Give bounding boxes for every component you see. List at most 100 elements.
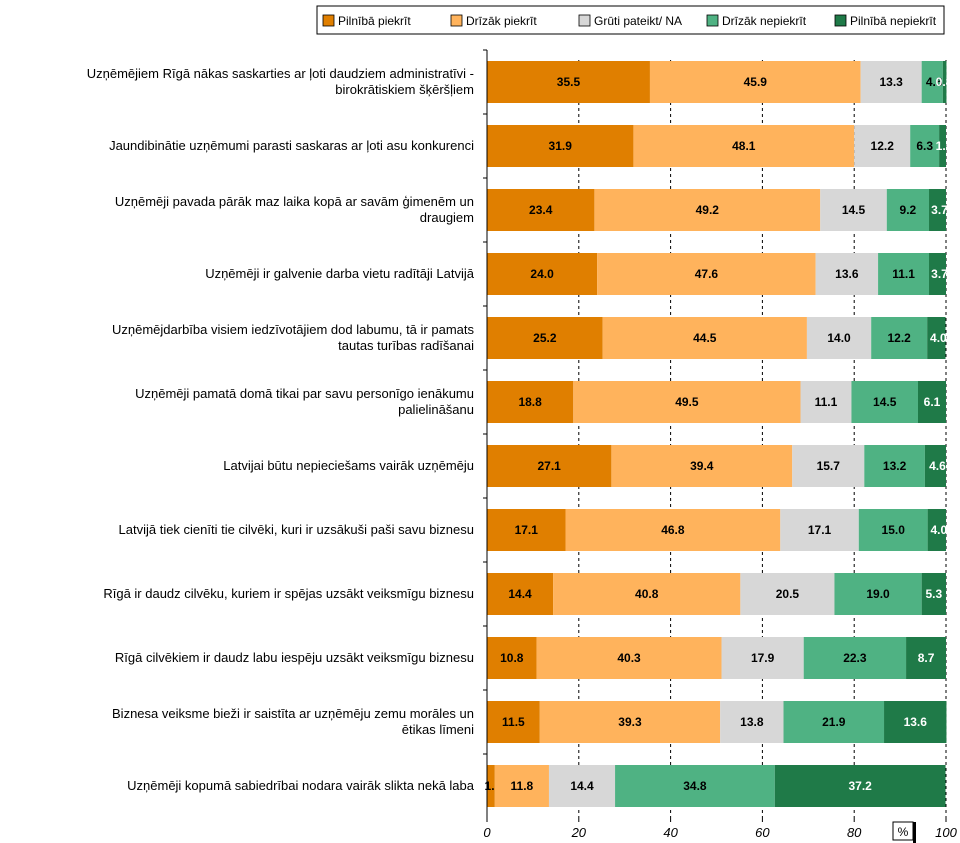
data-label: 40.3 xyxy=(617,651,641,665)
bar-segment xyxy=(854,125,911,167)
data-label: 0.8 xyxy=(936,75,953,89)
data-label: 3.7 xyxy=(931,203,948,217)
bar-segment xyxy=(487,509,566,551)
bar-row: 14.4 40.8 20.5 19.0 5.3 xyxy=(487,573,946,615)
bar-segment xyxy=(487,701,540,743)
bar-segment xyxy=(565,509,781,551)
data-label: 4.6 xyxy=(929,459,946,473)
bar-segment xyxy=(864,445,925,487)
bar-segment xyxy=(602,317,807,359)
bar-row: 10.8 40.3 17.9 22.3 8.7 xyxy=(487,637,946,679)
data-label: 17.1 xyxy=(515,523,539,537)
bar-segment xyxy=(815,253,879,295)
data-label: 13.2 xyxy=(883,459,907,473)
data-label: 11.5 xyxy=(502,715,525,729)
bar-segment xyxy=(487,637,537,679)
gridlines xyxy=(578,60,947,818)
category-label: Rīgā cilvēkiem ir daudz labu iespēju uzs… xyxy=(115,650,474,665)
category-label: Uzņēmējiem Rīgā nākas saskarties ar ļoti… xyxy=(87,66,474,97)
data-label: 46.8 xyxy=(661,523,685,537)
category-label: Uzņēmējdarbība visiem iedzīvotājiem dod … xyxy=(112,322,475,353)
bar-row: 17.1 46.8 17.1 15.0 4.0 xyxy=(487,509,947,551)
bar-segment xyxy=(860,61,922,103)
data-label: 24.0 xyxy=(530,267,554,281)
data-label: 1.5 xyxy=(936,139,953,153)
data-label: 12.2 xyxy=(871,139,895,153)
data-label: 15.7 xyxy=(817,459,841,473)
category-label: Latvijā tiek cienīti tie cilvēki, kuri i… xyxy=(119,522,474,537)
bar-segment xyxy=(487,573,554,615)
data-label: 9.2 xyxy=(900,203,917,217)
bar-segment xyxy=(918,381,946,423)
data-label: 14.5 xyxy=(842,203,866,217)
data-label: 35.5 xyxy=(557,75,581,89)
legend-swatch xyxy=(450,14,463,27)
bar-segment xyxy=(942,61,947,103)
data-label: 4.0 xyxy=(930,523,947,537)
legend-label: Grūti pateikt/ NA xyxy=(594,14,682,28)
data-label: 39.4 xyxy=(690,459,714,473)
legend-label: Pilnībā nepiekrīt xyxy=(850,14,937,28)
category-label: Uzņēmēji pamatā domā tikai par savu pers… xyxy=(135,386,474,417)
bar-row: 25.2 44.5 14.0 12.2 4.0 xyxy=(487,317,947,359)
data-label: 12.2 xyxy=(888,331,912,345)
bar-segment xyxy=(774,765,946,807)
legend: Pilnībā piekrīt Drīzāk piekrīt Grūti patei… xyxy=(316,5,945,35)
bar-segment xyxy=(929,253,946,295)
data-label: 37.2 xyxy=(848,779,872,793)
legend-swatch xyxy=(578,14,591,27)
bar-segment xyxy=(939,125,946,167)
bar-row: 27.1 39.4 15.7 13.2 4.6 xyxy=(487,445,946,487)
data-label: 13.6 xyxy=(835,267,859,281)
tick-label: 20 xyxy=(571,825,587,840)
data-label: 44.5 xyxy=(693,331,717,345)
data-label: 49.2 xyxy=(696,203,720,217)
data-label: 31.9 xyxy=(549,139,573,153)
data-label: 23.4 xyxy=(529,203,553,217)
unit-label: % xyxy=(898,825,909,839)
bar-row: 23.4 49.2 14.5 9.2 3.7 xyxy=(487,189,948,231)
bar-segment xyxy=(573,381,801,423)
data-label: 17.9 xyxy=(751,651,775,665)
category-label: Latvijai būtu nepieciešams vairāk uzņēmē… xyxy=(223,458,474,473)
data-label: 34.8 xyxy=(683,779,707,793)
tick-label: 0 xyxy=(483,825,491,840)
bar-segment xyxy=(806,317,872,359)
bar-row: 1.7 11.8 14.4 34.8 37.2 xyxy=(485,765,946,807)
data-label: 14.4 xyxy=(570,779,594,793)
legend-item: Grūti pateikt/ NA xyxy=(578,14,682,28)
x-axis: 0 20 40 60 80 100% xyxy=(483,49,958,843)
data-label: 17.1 xyxy=(808,523,832,537)
bar-segment xyxy=(633,125,855,167)
bar-segment xyxy=(548,765,616,807)
legend-label: Pilnībā piekrīt xyxy=(338,14,411,28)
bar-segment xyxy=(878,253,930,295)
bar-segment xyxy=(921,61,943,103)
bar-segment xyxy=(536,637,722,679)
tick-label: 100 xyxy=(935,825,957,840)
legend-item: Pilnībā piekrīt xyxy=(322,14,411,28)
data-label: 14.0 xyxy=(827,331,851,345)
bar-segment xyxy=(615,765,775,807)
category-labels: Uzņēmējiem Rīgā nākas saskarties ar ļoti… xyxy=(87,66,475,793)
tick-label: 60 xyxy=(755,825,770,840)
data-label: 39.3 xyxy=(618,715,642,729)
data-label: 11.8 xyxy=(511,779,534,793)
bar-row: 24.0 47.6 13.6 11.1 3.7 xyxy=(487,253,948,295)
bar-segment xyxy=(921,573,946,615)
tick-label: 80 xyxy=(847,825,862,840)
bar-segment xyxy=(927,317,946,359)
bar-segment xyxy=(487,381,574,423)
bar-row: 11.5 39.3 13.8 21.9 13.6 xyxy=(487,701,947,743)
data-label: 18.8 xyxy=(518,395,542,409)
data-label: 14.4 xyxy=(508,587,532,601)
legend-swatch xyxy=(706,14,719,27)
category-label: Jaundibinātie uzņēmumi parasti saskaras … xyxy=(109,138,474,153)
data-label: 13.8 xyxy=(740,715,764,729)
bar-row: 18.8 49.5 11.1 14.5 6.1 xyxy=(487,381,946,423)
bar-segment xyxy=(929,189,946,231)
data-label: 14.5 xyxy=(873,395,897,409)
bar-segment xyxy=(494,765,549,807)
bar-segment xyxy=(792,445,865,487)
